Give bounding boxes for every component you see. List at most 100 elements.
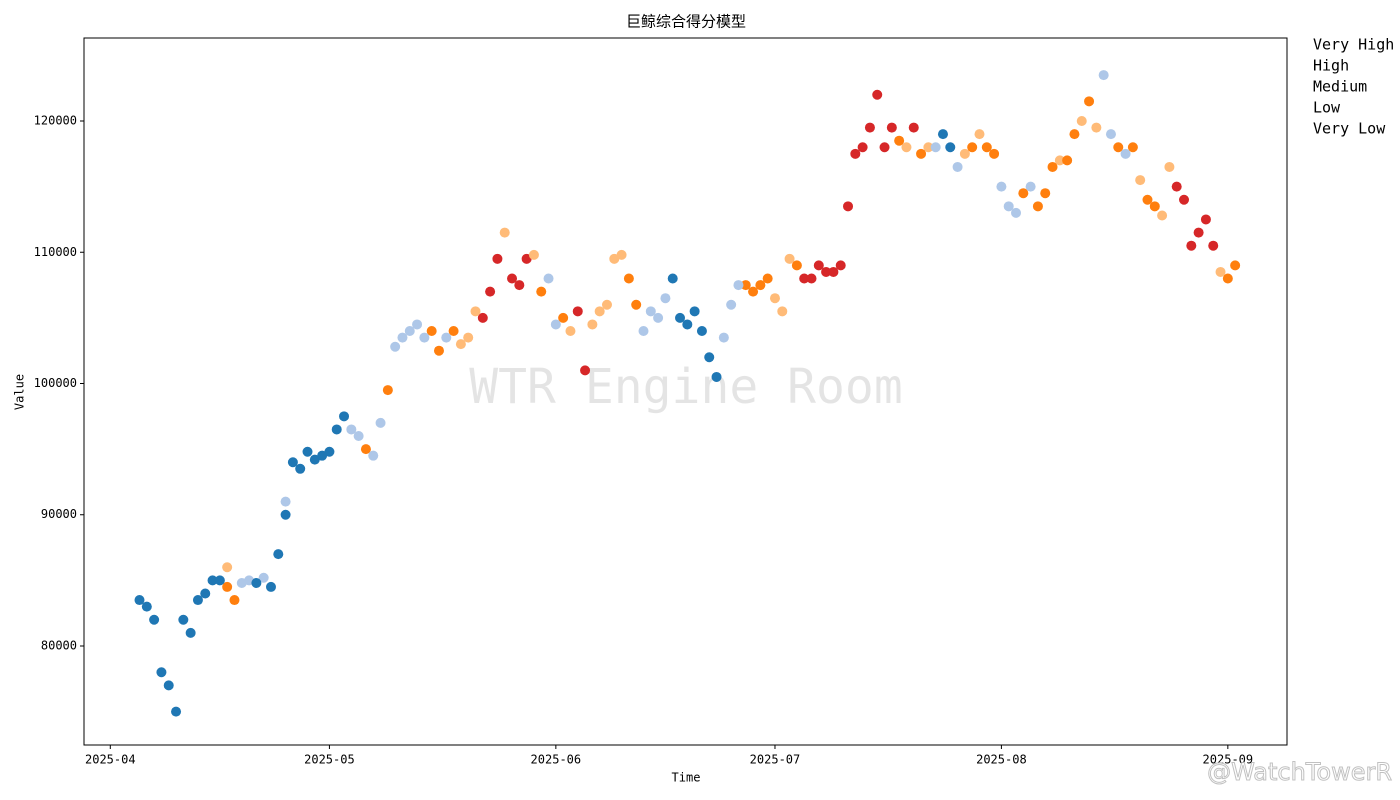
point [967, 142, 978, 153]
point [346, 424, 357, 435]
point [222, 562, 233, 573]
point [769, 293, 780, 304]
point [507, 273, 518, 284]
point [178, 614, 189, 625]
point [587, 319, 598, 330]
series-points [222, 116, 1226, 573]
y-tick-label: 100000 [34, 376, 77, 390]
point [952, 161, 963, 172]
point [404, 326, 415, 337]
point [273, 549, 284, 560]
point [1186, 240, 1197, 251]
point [623, 273, 634, 284]
y-tick-label: 90000 [41, 507, 77, 521]
point [1040, 188, 1051, 199]
point [653, 312, 664, 323]
x-tick-label: 2025-09 [1203, 753, 1254, 767]
point [156, 667, 167, 678]
point [412, 319, 423, 330]
point [726, 299, 737, 310]
point [141, 601, 152, 612]
series-points [236, 70, 1131, 588]
point [331, 424, 342, 435]
y-tick-label: 80000 [41, 638, 77, 652]
point [1171, 181, 1182, 192]
point [894, 135, 905, 146]
point [1208, 240, 1219, 251]
point [1164, 161, 1175, 172]
plot-frame [83, 37, 1288, 746]
point [1032, 201, 1043, 212]
point [1062, 155, 1073, 166]
legend-entry: Medium [1313, 78, 1367, 96]
point [1215, 266, 1226, 277]
point [959, 148, 970, 159]
point [1084, 96, 1095, 107]
legend-entry: Low [1313, 99, 1341, 117]
point [565, 326, 576, 337]
point [375, 417, 386, 428]
point [390, 341, 401, 352]
point [550, 319, 561, 330]
point [733, 280, 744, 291]
point [536, 286, 547, 297]
point [704, 352, 715, 363]
point [682, 319, 693, 330]
point [426, 326, 437, 337]
point [163, 680, 174, 691]
point [185, 627, 196, 638]
point [1069, 129, 1080, 140]
point [280, 496, 291, 507]
point [1179, 194, 1190, 205]
point [901, 142, 912, 153]
point [850, 148, 861, 159]
point [580, 365, 591, 376]
point [521, 253, 532, 264]
point [879, 142, 890, 153]
point [528, 249, 539, 260]
point [974, 129, 985, 140]
point [470, 306, 481, 317]
point [945, 142, 956, 153]
point [207, 575, 218, 586]
point [572, 306, 583, 317]
point [872, 89, 883, 100]
point [324, 446, 335, 457]
y-tick-label: 120000 [34, 114, 77, 128]
point [1011, 207, 1022, 218]
point [499, 227, 510, 238]
point [660, 293, 671, 304]
point [441, 332, 452, 343]
point [930, 142, 941, 153]
legend-entry: Very High [1313, 36, 1394, 54]
point [616, 249, 627, 260]
point [222, 581, 233, 592]
point [543, 273, 554, 284]
point [134, 595, 145, 606]
point [1003, 201, 1014, 212]
point [631, 299, 642, 310]
point [923, 142, 934, 153]
point [280, 509, 291, 520]
point [485, 286, 496, 297]
point [981, 142, 992, 153]
point [638, 326, 649, 337]
point [989, 148, 1000, 159]
series-points [134, 129, 956, 717]
point [317, 450, 328, 461]
point [477, 312, 488, 323]
point [996, 181, 1007, 192]
point [1076, 116, 1087, 127]
point [1098, 70, 1109, 81]
point [835, 260, 846, 271]
series-points [222, 96, 1241, 606]
legend-entry: Very Low [1313, 120, 1386, 138]
point [287, 457, 298, 468]
point [740, 280, 751, 291]
point [1091, 122, 1102, 133]
point [1193, 227, 1204, 238]
x-tick-label: 2025-05 [304, 753, 355, 767]
chart-title: 巨鲸综合得分模型 [626, 13, 746, 31]
point [594, 306, 605, 317]
